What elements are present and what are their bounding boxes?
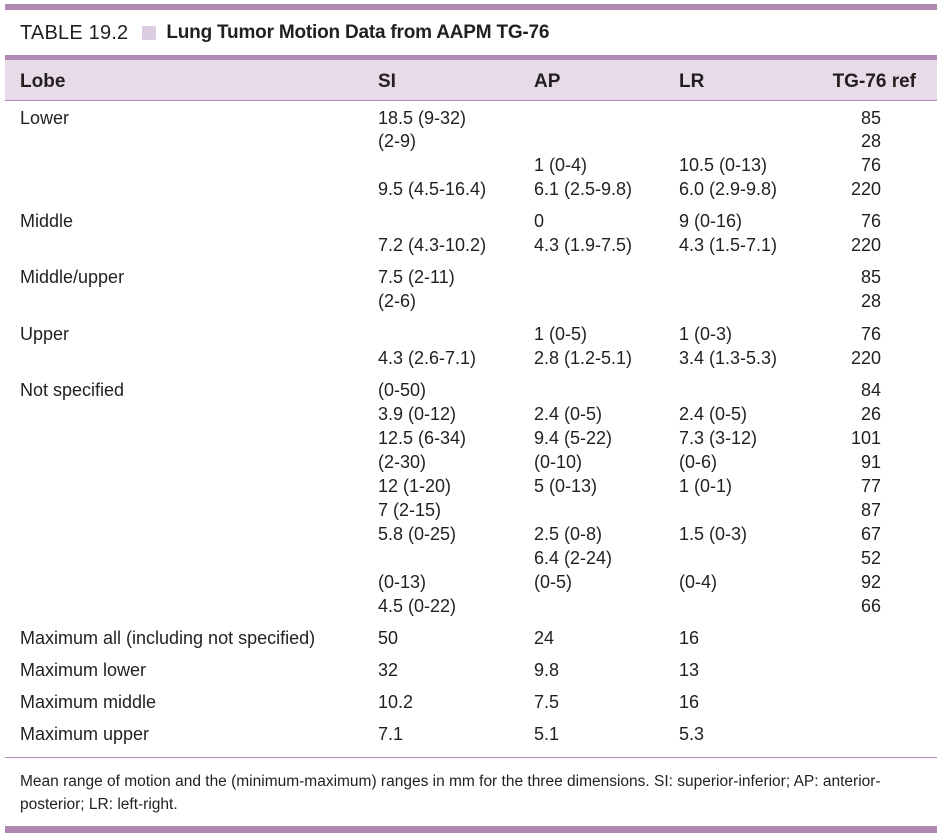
cell-ref: 26 [860,404,881,424]
cell-ref: 85 [860,267,881,287]
cell-ap: 2.8 (1.2-5.1) [534,348,633,368]
cell-lr: 16 [679,628,700,648]
cell-ref: 92 [860,572,881,592]
footnote-top-rule [5,757,937,758]
cell-ref: 76 [860,324,881,344]
cell-si: 4.5 (0-22) [378,596,457,616]
cell-si: 7 (2-15) [378,500,442,520]
title-square-icon [142,26,157,40]
cell-ref: 66 [860,596,881,616]
cell-si: (0-50) [378,380,427,400]
header-bottom-rule [5,100,937,101]
cell-lobe: Maximum upper [20,724,150,744]
cell-lr: 16 [679,692,700,712]
title-divider-bar [5,55,937,60]
cell-lr: 3.4 (1.3-5.3) [679,348,778,368]
cell-si: 5.8 (0-25) [378,524,457,544]
cell-si: 7.1 [378,724,404,744]
cell-ap: 6.1 (2.5-9.8) [534,179,633,199]
cell-lr: 7.3 (3-12) [679,428,758,448]
cell-ap: 0 [534,211,545,231]
cell-ref: 28 [860,131,881,151]
cell-ap: (0-10) [534,452,583,472]
cell-lobe: Middle/upper [20,267,125,287]
cell-ap: 6.4 (2-24) [534,548,613,568]
cell-ap: 24 [534,628,555,648]
cell-ref: 76 [860,155,881,175]
table-header-row [5,60,937,100]
cell-ap: 7.5 [534,692,560,712]
cell-lr: 6.0 (2.9-9.8) [679,179,778,199]
cell-si: 12 (1-20) [378,476,452,496]
cell-ref: 84 [860,380,881,400]
cell-si: 50 [378,628,399,648]
header-lr: LR [679,71,705,92]
cell-lr: 10.5 (0-13) [679,155,768,175]
table-caption: Lung Tumor Motion Data from AAPM TG-76 [166,22,550,43]
cell-lobe: Lower [20,108,70,128]
table-footnote: Mean range of motion and the (minimum-ma… [20,773,881,813]
cell-ref: 85 [860,108,881,128]
cell-lr: 5.3 [679,724,705,744]
header-ap: AP [534,71,561,92]
cell-lobe: Upper [20,324,70,344]
cell-ref: 101 [850,428,881,448]
cell-lr: (0-4) [679,572,718,592]
cell-ap: 4.3 (1.9-7.5) [534,235,633,255]
cell-lobe: Maximum all (including not specified) [20,628,316,648]
top-border-bar [5,4,937,10]
cell-ref: 52 [860,548,881,568]
header-si: SI [378,71,396,92]
cell-lr: 2.4 (0-5) [679,404,748,424]
cell-si: (2-6) [378,291,417,311]
cell-lr: 1.5 (0-3) [679,524,748,544]
cell-ap: 2.5 (0-8) [534,524,603,544]
cell-lr: (0-6) [679,452,718,472]
cell-si: 9.5 (4.5-16.4) [378,179,487,199]
cell-ap: 9.8 [534,660,560,680]
bottom-border-bar [5,826,937,833]
table-title: TABLE 19.2 Lung Tumor Motion Data from A… [20,18,549,48]
cell-ap: 5.1 [534,724,560,744]
header-lobe: Lobe [20,71,66,92]
cell-lobe: Maximum lower [20,660,147,680]
cell-ap: 2.4 (0-5) [534,404,603,424]
cell-ref: 220 [850,348,881,368]
cell-si: 12.5 (6-34) [378,428,467,448]
cell-ref: 28 [860,291,881,311]
cell-si: 7.2 (4.3-10.2) [378,235,487,255]
cell-lr: 9 (0-16) [679,211,743,231]
cell-ref: 76 [860,211,881,231]
cell-si: (2-30) [378,452,427,472]
cell-ref: 91 [860,452,881,472]
cell-si: (2-9) [378,131,417,151]
cell-si: 3.9 (0-12) [378,404,457,424]
cell-ap: 5 (0-13) [534,476,598,496]
cell-lr: 1 (0-1) [679,476,733,496]
table-number: TABLE 19.2 [20,21,129,44]
cell-ap: 9.4 (5-22) [534,428,613,448]
cell-lobe: Maximum middle [20,692,157,712]
cell-lr: 1 (0-3) [679,324,733,344]
cell-si: 32 [378,660,399,680]
cell-ref: 67 [860,524,881,544]
cell-si: 7.5 (2-11) [378,267,455,287]
cell-ref: 87 [860,500,881,520]
cell-lobe: Middle [20,211,74,231]
cell-ref: 220 [850,235,881,255]
cell-ref: 77 [860,476,881,496]
cell-si: 10.2 [378,692,414,712]
cell-ref: 220 [850,179,881,199]
cell-si: 18.5 (9-32) [378,108,467,128]
cell-lr: 4.3 (1.5-7.1) [679,235,778,255]
cell-lobe: Not specified [20,380,125,400]
cell-ap: 1 (0-5) [534,324,588,344]
cell-lr: 13 [679,660,700,680]
cell-ap: 1 (0-4) [534,155,588,175]
cell-si: (0-13) [378,572,427,592]
cell-si: 4.3 (2.6-7.1) [378,348,477,368]
header-tg76-ref: TG-76 ref [832,71,916,92]
cell-ap: (0-5) [534,572,573,592]
